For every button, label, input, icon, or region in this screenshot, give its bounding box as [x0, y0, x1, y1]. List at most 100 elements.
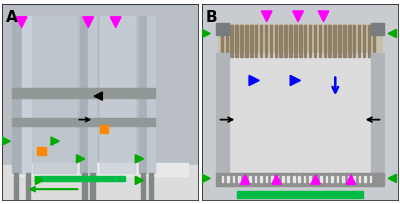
- Text: A: A: [6, 10, 18, 25]
- Bar: [348, 25, 350, 57]
- Bar: [288, 176, 289, 182]
- Text: B: B: [206, 10, 218, 25]
- Bar: [33, 16, 76, 173]
- Bar: [266, 176, 267, 182]
- Bar: [37, 176, 126, 181]
- Bar: [310, 176, 311, 182]
- Bar: [282, 176, 284, 182]
- Bar: [232, 176, 234, 182]
- Bar: [370, 176, 371, 182]
- Bar: [309, 25, 311, 57]
- Bar: [26, 173, 30, 200]
- Bar: [353, 25, 356, 57]
- Bar: [358, 25, 360, 57]
- Bar: [337, 176, 338, 182]
- Polygon shape: [318, 11, 329, 22]
- Bar: [235, 25, 238, 57]
- Bar: [90, 173, 94, 200]
- Polygon shape: [388, 174, 396, 183]
- Bar: [331, 176, 333, 182]
- Bar: [271, 176, 272, 182]
- Polygon shape: [51, 137, 59, 145]
- Bar: [221, 25, 223, 57]
- Bar: [240, 25, 243, 57]
- Bar: [230, 25, 233, 57]
- Bar: [14, 173, 18, 200]
- Polygon shape: [135, 176, 144, 184]
- Bar: [299, 25, 302, 57]
- Bar: [254, 176, 256, 182]
- Bar: [2, 165, 198, 200]
- Polygon shape: [83, 17, 94, 28]
- Bar: [353, 176, 355, 182]
- Bar: [260, 176, 262, 182]
- Bar: [304, 25, 306, 57]
- Polygon shape: [249, 75, 259, 85]
- Bar: [216, 53, 230, 176]
- Bar: [342, 176, 344, 182]
- Bar: [333, 25, 336, 57]
- Polygon shape: [2, 137, 10, 145]
- Bar: [370, 23, 384, 35]
- Bar: [315, 176, 316, 182]
- Polygon shape: [272, 175, 281, 184]
- Bar: [12, 88, 155, 98]
- Bar: [370, 53, 384, 176]
- Bar: [216, 23, 230, 35]
- Polygon shape: [388, 29, 396, 38]
- Bar: [37, 147, 46, 155]
- Bar: [238, 176, 240, 182]
- Bar: [226, 25, 228, 57]
- Bar: [218, 24, 382, 57]
- Bar: [326, 176, 328, 182]
- Bar: [304, 176, 306, 182]
- Bar: [289, 25, 292, 57]
- Polygon shape: [35, 176, 44, 184]
- Bar: [255, 25, 258, 57]
- Polygon shape: [16, 17, 27, 28]
- Bar: [294, 25, 297, 57]
- Bar: [338, 25, 341, 57]
- Bar: [100, 125, 108, 133]
- Bar: [320, 176, 322, 182]
- Bar: [319, 25, 321, 57]
- Bar: [12, 163, 188, 176]
- Bar: [293, 176, 294, 182]
- Polygon shape: [261, 11, 272, 22]
- Bar: [141, 173, 146, 200]
- Polygon shape: [346, 175, 356, 184]
- Bar: [363, 25, 365, 57]
- Bar: [343, 25, 346, 57]
- Bar: [276, 176, 278, 182]
- Polygon shape: [110, 17, 121, 28]
- Bar: [245, 25, 248, 57]
- Bar: [216, 173, 384, 186]
- Bar: [237, 191, 363, 198]
- Polygon shape: [76, 155, 85, 163]
- Polygon shape: [290, 75, 300, 85]
- Bar: [244, 176, 245, 182]
- Polygon shape: [202, 29, 210, 38]
- Bar: [314, 25, 316, 57]
- Bar: [12, 118, 155, 125]
- Bar: [139, 16, 147, 173]
- Bar: [227, 176, 229, 182]
- Polygon shape: [202, 174, 210, 183]
- Bar: [216, 53, 384, 176]
- Bar: [80, 16, 88, 173]
- Polygon shape: [240, 175, 250, 184]
- Bar: [274, 25, 277, 57]
- Polygon shape: [135, 155, 144, 163]
- Bar: [284, 25, 287, 57]
- Bar: [298, 176, 300, 182]
- Bar: [359, 176, 360, 182]
- Polygon shape: [94, 92, 102, 100]
- Bar: [22, 16, 32, 173]
- Bar: [328, 25, 331, 57]
- Bar: [348, 176, 349, 182]
- Bar: [364, 176, 366, 182]
- Bar: [222, 176, 223, 182]
- Bar: [324, 25, 326, 57]
- Bar: [100, 16, 135, 173]
- Polygon shape: [311, 175, 320, 184]
